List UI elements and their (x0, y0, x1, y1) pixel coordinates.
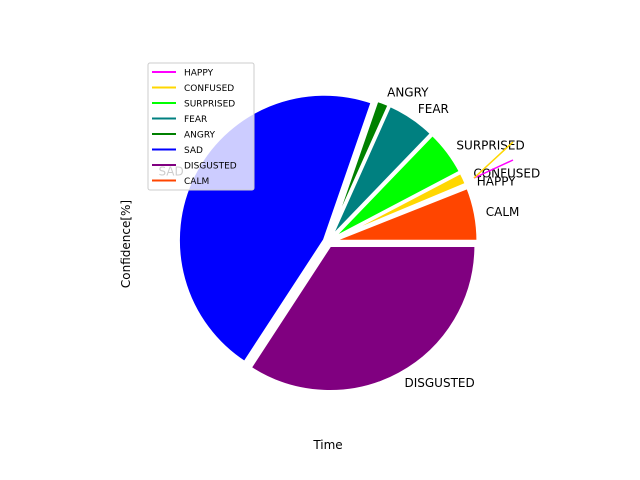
legend-label-disgusted: DISGUSTED (184, 162, 237, 172)
line-series-confused (473, 141, 514, 179)
pie-slice-disgusted (248, 244, 478, 393)
legend-label-angry: ANGRY (184, 131, 216, 141)
line-series-group (473, 141, 514, 179)
line-series-happy (473, 159, 514, 179)
slice-label-angry: ANGRY (387, 86, 429, 100)
slice-label-happy: HAPPY (477, 174, 516, 188)
legend: HAPPY CONFUSED SURPRISED FEAR ANGRY SAD DISGUS… (147, 62, 255, 191)
x-axis-label: Time (312, 438, 342, 452)
pie-slice-angry (327, 98, 391, 240)
legend-label-calm: CALM (184, 177, 209, 187)
y-axis-label: Confidence[%] (119, 200, 133, 288)
legend-label-happy: HAPPY (184, 69, 214, 79)
slice-label-calm: CALM (486, 205, 520, 219)
legend-label-sad: SAD (184, 146, 203, 156)
legend-label-confused: CONFUSED (184, 84, 234, 94)
legend-box (147, 62, 255, 191)
slice-label-fear: FEAR (418, 102, 449, 116)
legend-label-surprised: SURPRISED (184, 100, 235, 110)
legend-label-fear: FEAR (184, 115, 207, 125)
slice-label-surprised: SURPRISED (456, 139, 524, 153)
slice-label-disgusted: DISGUSTED (404, 376, 474, 390)
